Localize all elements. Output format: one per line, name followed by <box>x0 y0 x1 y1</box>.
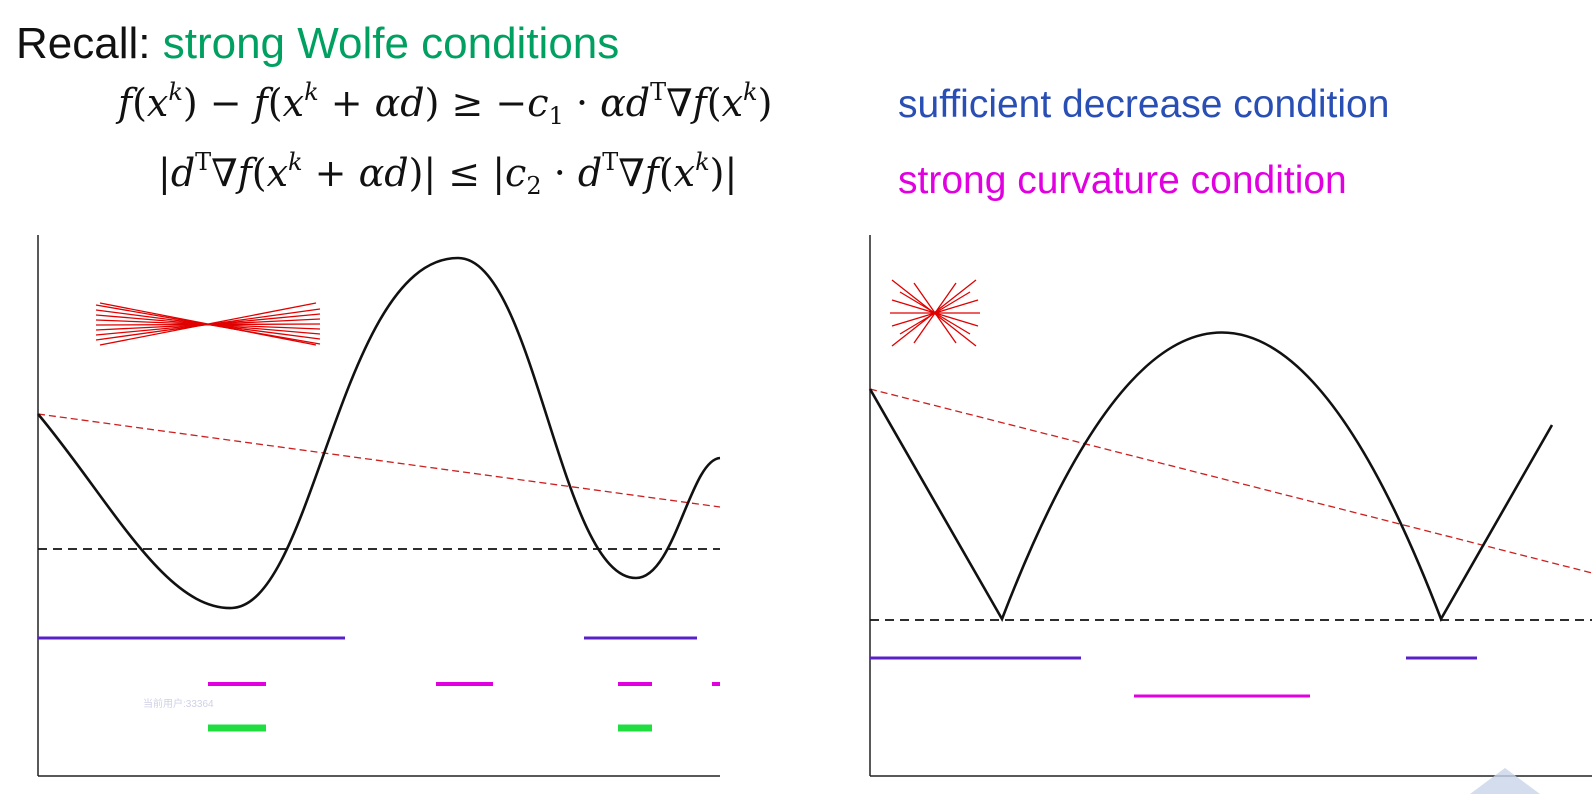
left-function-curve <box>37 256 721 610</box>
sufficient-decrease-formula: f(xk) − f(xk + αd) ≥ −c1 · αdT∇f(xk) <box>118 78 773 130</box>
corner-arrow-icon <box>1470 768 1540 794</box>
sufficient-decrease-label: sufficient decrease condition <box>898 83 1390 126</box>
left-plot <box>37 235 721 777</box>
title-highlight: strong Wolfe conditions <box>162 19 620 68</box>
right-plot <box>868 235 1593 777</box>
title-prefix: Recall: <box>16 19 163 68</box>
title: Recall: strong Wolfe conditions <box>16 18 619 70</box>
right-armijo-line <box>869 388 1593 574</box>
right-slope-fan-icon <box>890 279 980 347</box>
left-slope-fan-icon <box>95 302 321 346</box>
left-armijo-line <box>37 413 721 508</box>
strong-curvature-formula: |dT∇f(xk + αd)| ≤ |c2 · dT∇f(xk)| <box>158 148 738 200</box>
right-function-curve <box>868 331 1554 623</box>
watermark: 当前用户:33364 <box>143 699 214 710</box>
strong-curvature-label: strong curvature condition <box>898 159 1347 202</box>
